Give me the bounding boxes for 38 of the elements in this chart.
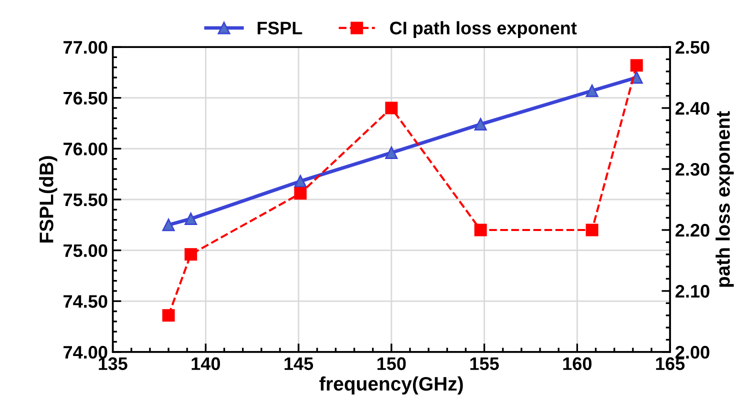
y-tick-label: 77.00 xyxy=(64,40,108,54)
point xyxy=(385,146,398,159)
point xyxy=(630,59,643,72)
y2-tick-label: 2.20 xyxy=(676,224,710,237)
legend-label: CI path loss exponent xyxy=(390,21,577,38)
point xyxy=(294,187,307,200)
y-tick-label: 76.50 xyxy=(64,92,108,105)
x-tick-label: 160 xyxy=(563,357,592,370)
point xyxy=(184,212,198,226)
y-tick-label: 74.50 xyxy=(64,295,108,308)
y-tick-label: 74.00 xyxy=(64,346,108,359)
y2-tick-label: 2.40 xyxy=(676,102,710,115)
y2-tick-label: 2.50 xyxy=(676,40,710,54)
y-axis-title: FSPL(dB) xyxy=(39,156,58,242)
y-tick-label: 75.00 xyxy=(64,244,108,258)
point xyxy=(162,218,175,232)
x-tick-label: 150 xyxy=(378,357,406,370)
point xyxy=(474,118,487,131)
point xyxy=(586,84,598,97)
point xyxy=(474,224,487,236)
y-tick-label: 75.50 xyxy=(64,193,108,206)
y2-tick-label: 2.30 xyxy=(676,162,710,176)
point xyxy=(184,248,198,261)
point xyxy=(162,309,175,322)
x-tick-label: 165 xyxy=(656,357,685,370)
legend-label: FSPL xyxy=(258,22,302,34)
y-tick-label: 76.00 xyxy=(64,142,108,156)
point xyxy=(586,224,598,236)
point xyxy=(294,174,307,188)
x-tick-label: 135 xyxy=(98,357,128,370)
y2-tick-label: 2.00 xyxy=(676,346,710,359)
x-tick-label: 145 xyxy=(284,357,314,370)
y2-axis-title: path loss exponent xyxy=(716,111,734,287)
y2-tick-label: 2.10 xyxy=(676,284,710,298)
x-tick-label: 140 xyxy=(192,357,220,370)
x-tick-label: 155 xyxy=(470,357,499,370)
point xyxy=(385,102,398,114)
x-axis-title: frequency(GHz) xyxy=(319,376,463,395)
